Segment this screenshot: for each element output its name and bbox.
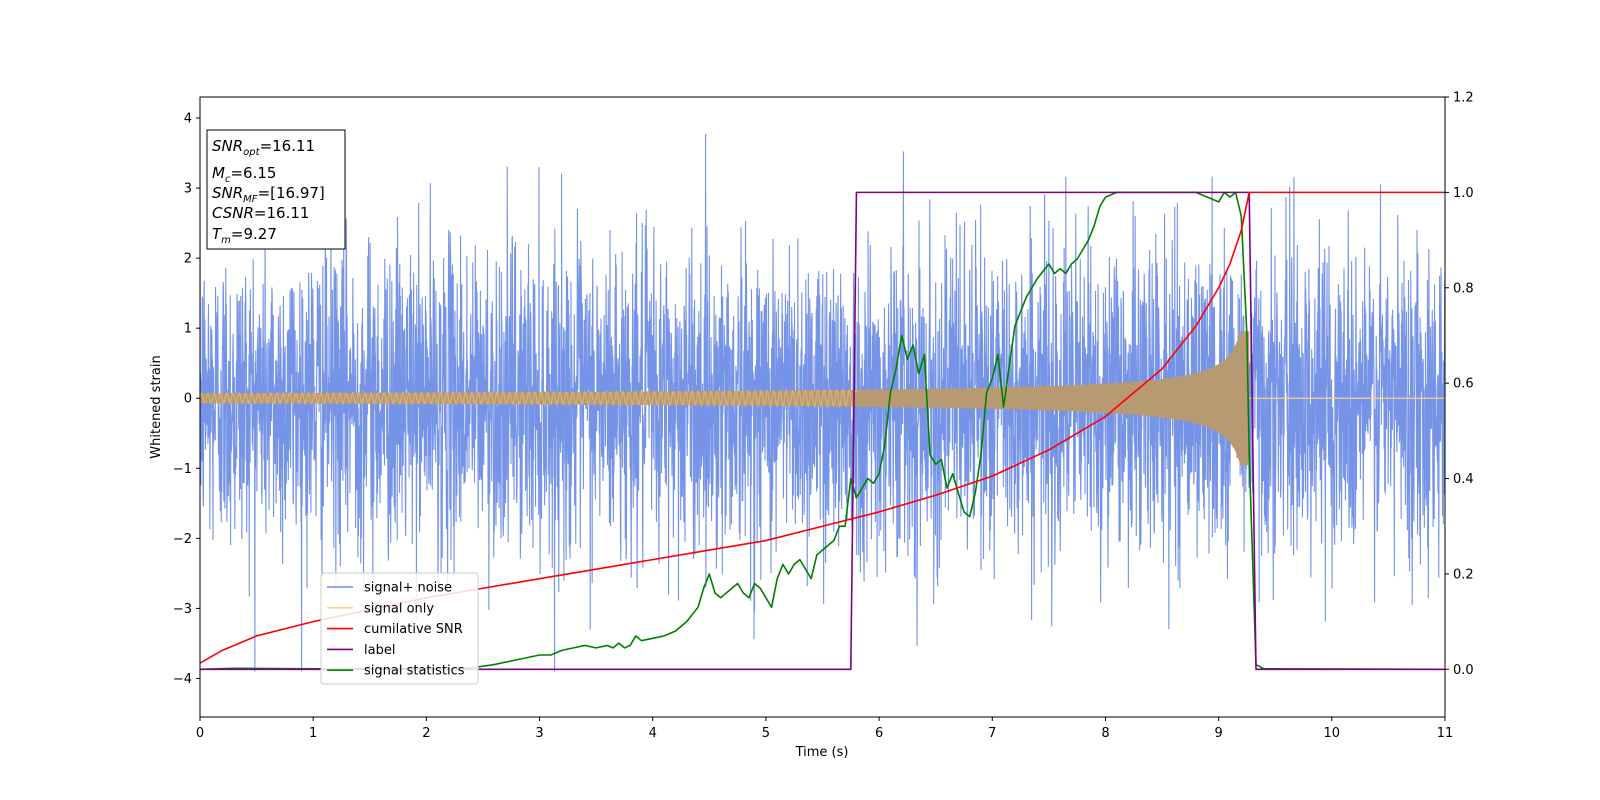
y-tick-label: −2 — [173, 532, 192, 547]
legend-label: label — [364, 643, 395, 658]
annotation-mc: Mc=6.15 — [212, 164, 276, 185]
y-tick-label: −4 — [173, 672, 192, 687]
x-tick-label: 1 — [309, 726, 317, 741]
y-tick-label: 0 — [184, 392, 192, 407]
x-tick-label: 9 — [1214, 726, 1222, 741]
y-tick-label: 4 — [184, 112, 192, 127]
series-line-signal-statistics — [200, 191, 1445, 671]
annotation-snr-opt: SNRopt=16.11 — [212, 137, 315, 158]
series-line-label — [200, 191, 1445, 671]
x-tick-label: 10 — [1324, 726, 1341, 741]
y-tick-label: 1 — [184, 322, 192, 337]
y2-tick-label: 0.0 — [1453, 663, 1474, 678]
x-tick-label: 6 — [875, 726, 883, 741]
y2-axis-ticks: 1.2 1.0 0.8 0.6 0.4 0.2 0.0 — [1445, 91, 1474, 678]
y-axis-ticks: 4 3 2 1 0 −1 −2 −3 −4 — [173, 112, 200, 687]
annotation-frame — [206, 129, 346, 250]
x-tick-label: 0 — [196, 726, 204, 741]
x-axis-ticks: 0 1 2 3 4 5 6 7 8 9 10 11 — [196, 717, 1453, 741]
annotation-snr-mf: SNRMF=[16.97] — [212, 184, 325, 205]
legend-label: signal+ noise — [364, 581, 452, 596]
y-axis-label: Whitened strain — [149, 355, 164, 458]
y-tick-label: −1 — [173, 462, 192, 477]
annotation-tm: Tm=9.27 — [212, 225, 277, 246]
y-tick-label: 3 — [184, 182, 192, 197]
annotation-box: SNRopt=16.11 Mc=6.15 SNRMF=[16.97] CSNR=… — [206, 129, 346, 250]
x-tick-label: 4 — [649, 726, 657, 741]
signal-only-series — [200, 331, 1445, 466]
y-tick-label: 2 — [184, 252, 192, 267]
y2-tick-label: 1.2 — [1453, 91, 1474, 106]
annotation-csnr: CSNR=16.11 — [212, 204, 309, 222]
y2-tick-label: 0.2 — [1453, 567, 1474, 582]
y2-tick-label: 0.8 — [1453, 281, 1474, 296]
x-tick-label: 7 — [988, 726, 996, 741]
x-tick-label: 3 — [535, 726, 543, 741]
y-tick-label: −3 — [173, 602, 192, 617]
x-tick-label: 2 — [422, 726, 430, 741]
signal-only-line — [200, 388, 858, 409]
y2-tick-label: 0.4 — [1453, 472, 1474, 487]
x-tick-label: 11 — [1437, 726, 1454, 741]
legend-frame — [320, 572, 479, 685]
legend-label: cumilative SNR — [364, 622, 463, 637]
legend-label: signal only — [364, 601, 434, 616]
y2-tick-label: 1.0 — [1453, 186, 1474, 201]
x-tick-label: 8 — [1101, 726, 1109, 741]
legend: signal+ noise signal only cumilative SNR la… — [320, 572, 479, 685]
plot-frame — [199, 96, 1446, 718]
y2-tick-label: 0.6 — [1453, 377, 1474, 392]
legend-label: signal statistics — [364, 664, 465, 679]
x-tick-label: 5 — [762, 726, 770, 741]
x-axis-label: Time (s) — [795, 745, 849, 760]
